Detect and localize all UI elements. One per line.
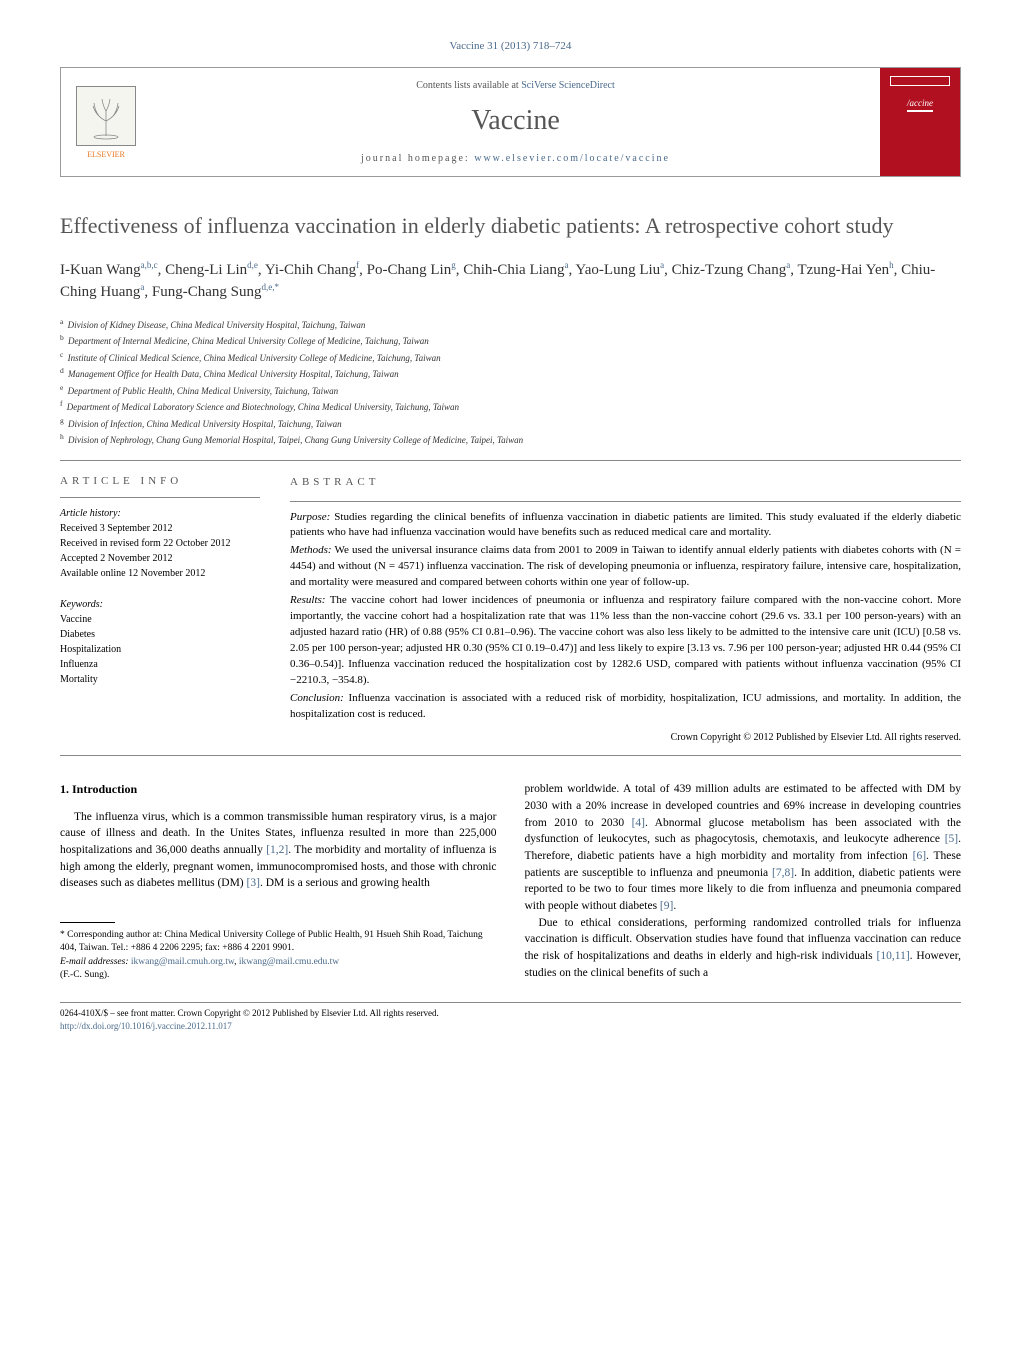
history-line: Available online 12 November 2012 [60, 566, 260, 581]
ref-link[interactable]: [5] [945, 833, 958, 845]
elsevier-tree-icon [76, 86, 136, 146]
purpose-text: Studies regarding the clinical benefits … [290, 511, 961, 539]
ref-link[interactable]: [10,11] [877, 950, 910, 962]
conclusion-text: Influenza vaccination is associated with… [290, 692, 961, 720]
history-line: Received 3 September 2012 [60, 521, 260, 536]
ref-link[interactable]: [1,2] [266, 844, 288, 856]
affiliation: b Department of Internal Medicine, China… [60, 332, 961, 349]
author: Tzung-Hai Yenh [797, 262, 893, 278]
affiliation: d Management Office for Health Data, Chi… [60, 365, 961, 382]
author: Yi-Chih Changf [265, 262, 359, 278]
author-list: I-Kuan Wanga,b,c, Cheng-Li Lind,e, Yi-Ch… [60, 259, 961, 304]
cover-bar-icon [890, 76, 950, 86]
keyword: Hospitalization [60, 642, 260, 657]
keyword: Influenza [60, 657, 260, 672]
author: Cheng-Li Lind,e [165, 262, 258, 278]
homepage-line: journal homepage: www.elsevier.com/locat… [361, 153, 670, 164]
journal-header: ELSEVIER Contents lists available at Sci… [60, 67, 961, 177]
conclusion-label: Conclusion: [290, 692, 344, 704]
info-abstract-row: article info Article history: Received 3… [60, 475, 961, 746]
keyword: Mortality [60, 672, 260, 687]
history-line: Received in revised form 22 October 2012 [60, 536, 260, 551]
results-label: Results: [290, 594, 325, 606]
journal-reference: Vaccine 31 (2013) 718–724 [60, 40, 961, 52]
email-link[interactable]: ikwang@mail.cmu.edu.tw [239, 957, 339, 967]
body-columns: 1. Introduction The influenza virus, whi… [60, 781, 961, 982]
contents-prefix: Contents lists available at [416, 80, 521, 91]
results-text: The vaccine cohort had lower incidences … [290, 594, 961, 686]
abstract-head: abstract [290, 475, 961, 491]
sciencedirect-link[interactable]: SciVerse ScienceDirect [521, 80, 615, 91]
author: Chiz-Tzung Changa [672, 262, 791, 278]
section-head-intro: 1. Introduction [60, 781, 497, 798]
column-left: 1. Introduction The influenza virus, whi… [60, 781, 497, 982]
history-line: Accepted 2 November 2012 [60, 551, 260, 566]
author: Fung-Chang Sungd,e,* [152, 284, 279, 300]
email-line: E-mail addresses: ikwang@mail.cmuh.org.t… [60, 956, 497, 969]
email-label: E-mail addresses: [60, 957, 129, 967]
affiliation: g Division of Infection, China Medical U… [60, 415, 961, 432]
affiliation-list: a Division of Kidney Disease, China Medi… [60, 316, 961, 448]
elsevier-label: ELSEVIER [87, 150, 125, 159]
email-link[interactable]: ikwang@mail.cmuh.org.tw [131, 957, 234, 967]
divider [60, 460, 961, 461]
journal-title: Vaccine [471, 105, 560, 137]
email-name: (F.-C. Sung). [60, 969, 497, 982]
homepage-link[interactable]: www.elsevier.com/locate/vaccine [474, 153, 670, 164]
affiliation: c Institute of Clinical Medical Science,… [60, 349, 961, 366]
methods-text: We used the universal insurance claims d… [290, 544, 961, 588]
doi-link[interactable]: http://dx.doi.org/10.1016/j.vaccine.2012… [60, 1020, 961, 1033]
keywords-label: Keywords: [60, 597, 260, 612]
p2f: . [673, 900, 676, 912]
front-matter: 0264-410X/$ – see front matter. Crown Co… [60, 1007, 961, 1020]
author: Yao-Lung Liua [575, 262, 664, 278]
article-history: Article history: Received 3 September 20… [60, 506, 260, 581]
ref-link[interactable]: [6] [913, 850, 926, 862]
p1c: . DM is a serious and growing health [260, 877, 430, 889]
journal-cover: /accine [880, 68, 960, 176]
affiliation: f Department of Medical Laboratory Scien… [60, 398, 961, 415]
author: Chih-Chia Lianga [463, 262, 568, 278]
methods-label: Methods: [290, 544, 332, 556]
author: Po-Chang Ling [367, 262, 456, 278]
contents-line: Contents lists available at SciVerse Sci… [416, 80, 615, 91]
purpose-label: Purpose: [290, 511, 330, 523]
keywords-block: Keywords: VaccineDiabetesHospitalization… [60, 597, 260, 687]
divider [290, 501, 961, 502]
abstract-results: Results: The vaccine cohort had lower in… [290, 593, 961, 689]
keyword: Vaccine [60, 612, 260, 627]
corresponding-author: * Corresponding author at: China Medical… [60, 929, 497, 956]
article-info-head: article info [60, 475, 260, 487]
ref-link[interactable]: [3] [247, 877, 260, 889]
abstract-purpose: Purpose: Studies regarding the clinical … [290, 510, 961, 542]
header-center: Contents lists available at SciVerse Sci… [151, 68, 880, 176]
keyword: Diabetes [60, 627, 260, 642]
intro-p3: Due to ethical considerations, performin… [525, 915, 962, 982]
author: I-Kuan Wanga,b,c [60, 262, 158, 278]
ref-link[interactable]: [9] [660, 900, 673, 912]
homepage-prefix: journal homepage: [361, 153, 474, 164]
abstract-methods: Methods: We used the universal insurance… [290, 543, 961, 591]
history-label: Article history: [60, 506, 260, 521]
affiliation: e Department of Public Health, China Med… [60, 382, 961, 399]
footnote-separator [60, 922, 115, 923]
cover-label: /accine [907, 98, 933, 112]
abstract: abstract Purpose: Studies regarding the … [290, 475, 961, 746]
column-right: problem worldwide. A total of 439 millio… [525, 781, 962, 982]
abstract-copyright: Crown Copyright © 2012 Published by Else… [290, 731, 961, 746]
intro-p2: problem worldwide. A total of 439 millio… [525, 781, 962, 914]
ref-link[interactable]: [7,8] [772, 867, 794, 879]
bottom-bar: 0264-410X/$ – see front matter. Crown Co… [60, 1002, 961, 1032]
footnotes: * Corresponding author at: China Medical… [60, 929, 497, 982]
intro-p1: The influenza virus, which is a common t… [60, 809, 497, 892]
affiliation: h Division of Nephrology, Chang Gung Mem… [60, 431, 961, 448]
affiliation: a Division of Kidney Disease, China Medi… [60, 316, 961, 333]
article-title: Effectiveness of influenza vaccination i… [60, 212, 961, 241]
ref-link[interactable]: [4] [632, 817, 645, 829]
elsevier-logo: ELSEVIER [61, 68, 151, 176]
article-info: article info Article history: Received 3… [60, 475, 260, 746]
divider [60, 497, 260, 498]
divider [60, 755, 961, 756]
abstract-conclusion: Conclusion: Influenza vaccination is ass… [290, 691, 961, 723]
